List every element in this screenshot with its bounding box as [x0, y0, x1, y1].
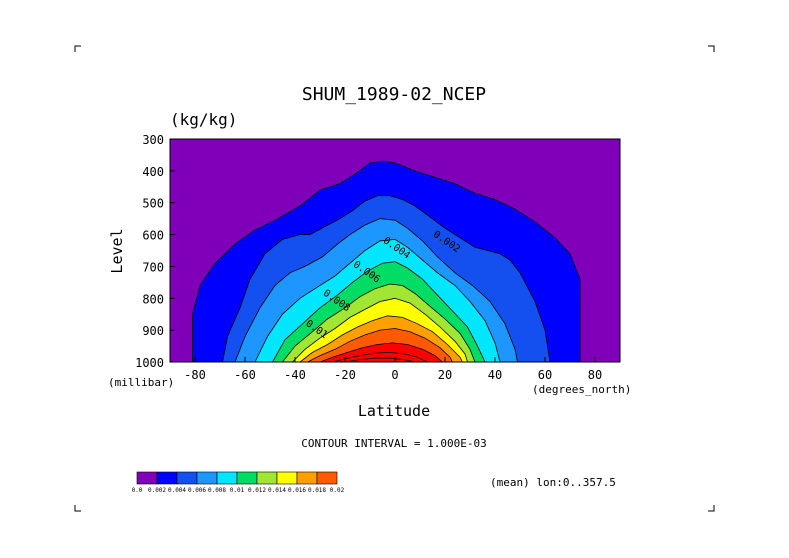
- y-tick-label-5: 800: [142, 292, 164, 306]
- y-tick-label-1: 400: [142, 165, 164, 179]
- contour-line-6: [292, 297, 468, 363]
- colorbar-label-6: 0.012: [248, 487, 266, 494]
- colorbar-swatch-0: [136, 471, 158, 485]
- colorbar-label-4: 0.008: [208, 487, 226, 494]
- colorbar-label-8: 0.016: [288, 487, 306, 494]
- colorbar-label-9: 0.018: [308, 487, 326, 494]
- footer-text: (mean) lon:0..357.5: [490, 476, 616, 489]
- contour-line-5: [282, 283, 476, 363]
- y-tick-label-4: 700: [142, 260, 164, 274]
- colorbar-label-2: 0.004: [168, 487, 186, 494]
- y-axis-label: Level: [108, 228, 126, 273]
- colorbar-label-0: 0.0: [132, 487, 143, 494]
- colorbar-swatch-8: [296, 471, 318, 485]
- colorbar-swatch-6: [256, 471, 278, 485]
- y-tick-label-2: 500: [142, 197, 164, 211]
- colorbar: 0.0 0.002 0.004 0.006 0.008 0.01 0.012 0.014 0.0…: [132, 471, 345, 494]
- x-axis: -80 -60 -40 -20 0 20 40 60 80: [184, 357, 602, 382]
- contour-line-7: [299, 315, 463, 363]
- colorbar-swatch-4: [216, 471, 238, 485]
- contour-line-11: [344, 357, 416, 363]
- colorbar-swatch-5: [236, 471, 258, 485]
- contour-interval-text: CONTOUR INTERVAL = 1.000E-03: [301, 437, 486, 450]
- y-tick-label-7: 1000: [135, 356, 164, 370]
- corner-marks: [74, 45, 715, 512]
- x-tick-label-6: 40: [488, 368, 502, 382]
- colorbar-label-5: 0.01: [230, 487, 245, 494]
- colorbar-label-3: 0.006: [188, 487, 206, 494]
- contour-line-4: [272, 261, 486, 363]
- contour-line-0: [192, 160, 581, 362]
- chart-title: SHUM_1989-02_NCEP: [302, 84, 486, 105]
- y-tick-label-0: 300: [142, 133, 164, 147]
- contour-lines: [192, 160, 581, 363]
- x-tick-label-0: -80: [184, 368, 206, 382]
- x-unit-label: (degrees_north): [532, 383, 631, 396]
- contour-line-10: [332, 351, 428, 363]
- x-tick-label-5: 20: [438, 368, 452, 382]
- units-label: (kg/kg): [170, 110, 237, 129]
- contour-line-3: [254, 238, 501, 363]
- x-tick-label-7: 60: [538, 368, 552, 382]
- colorbar-swatch-2: [176, 471, 198, 485]
- colorbar-swatch-1: [156, 471, 178, 485]
- contour-line-8: [307, 328, 453, 363]
- colorbar-swatch-7: [276, 471, 298, 485]
- contour-line-2: [234, 218, 518, 363]
- contour-line-9: [319, 342, 443, 363]
- x-tick-label-1: -60: [234, 368, 256, 382]
- x-axis-label: Latitude: [358, 402, 430, 420]
- colorbar-label-1: 0.002: [148, 487, 166, 494]
- colorbar-swatch-9: [316, 471, 338, 485]
- x-tick-label-4: 0: [391, 368, 398, 382]
- colorbar-label-10: 0.02: [330, 487, 345, 494]
- y-tick-label-6: 900: [142, 324, 164, 338]
- x-tick-label-3: -20: [334, 368, 356, 382]
- y-tick-label-3: 600: [142, 229, 164, 243]
- y-unit-label: (millibar): [108, 376, 174, 389]
- x-tick-label-8: 80: [588, 368, 602, 382]
- contour-line-1: [222, 195, 551, 363]
- y-axis: 300 400 500 600 700 800 900 1000: [135, 133, 175, 370]
- x-tick-label-2: -40: [284, 368, 306, 382]
- colorbar-label-7: 0.014: [268, 487, 286, 494]
- colorbar-swatch-3: [196, 471, 218, 485]
